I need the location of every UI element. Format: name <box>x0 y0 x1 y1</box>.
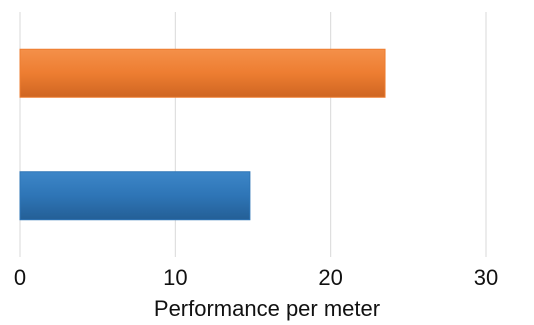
bar-0 <box>19 171 251 221</box>
x-tick-label-0: 0 <box>14 265 26 290</box>
x-tick-label-1: 10 <box>163 265 187 290</box>
x-axis-title: Performance per meter <box>154 296 380 321</box>
x-tick-label-2: 20 <box>318 265 342 290</box>
bars <box>19 48 386 221</box>
bar-1 <box>19 48 386 98</box>
x-tick-labels: 0 10 20 30 <box>14 265 498 290</box>
x-tick-label-3: 30 <box>474 265 498 290</box>
